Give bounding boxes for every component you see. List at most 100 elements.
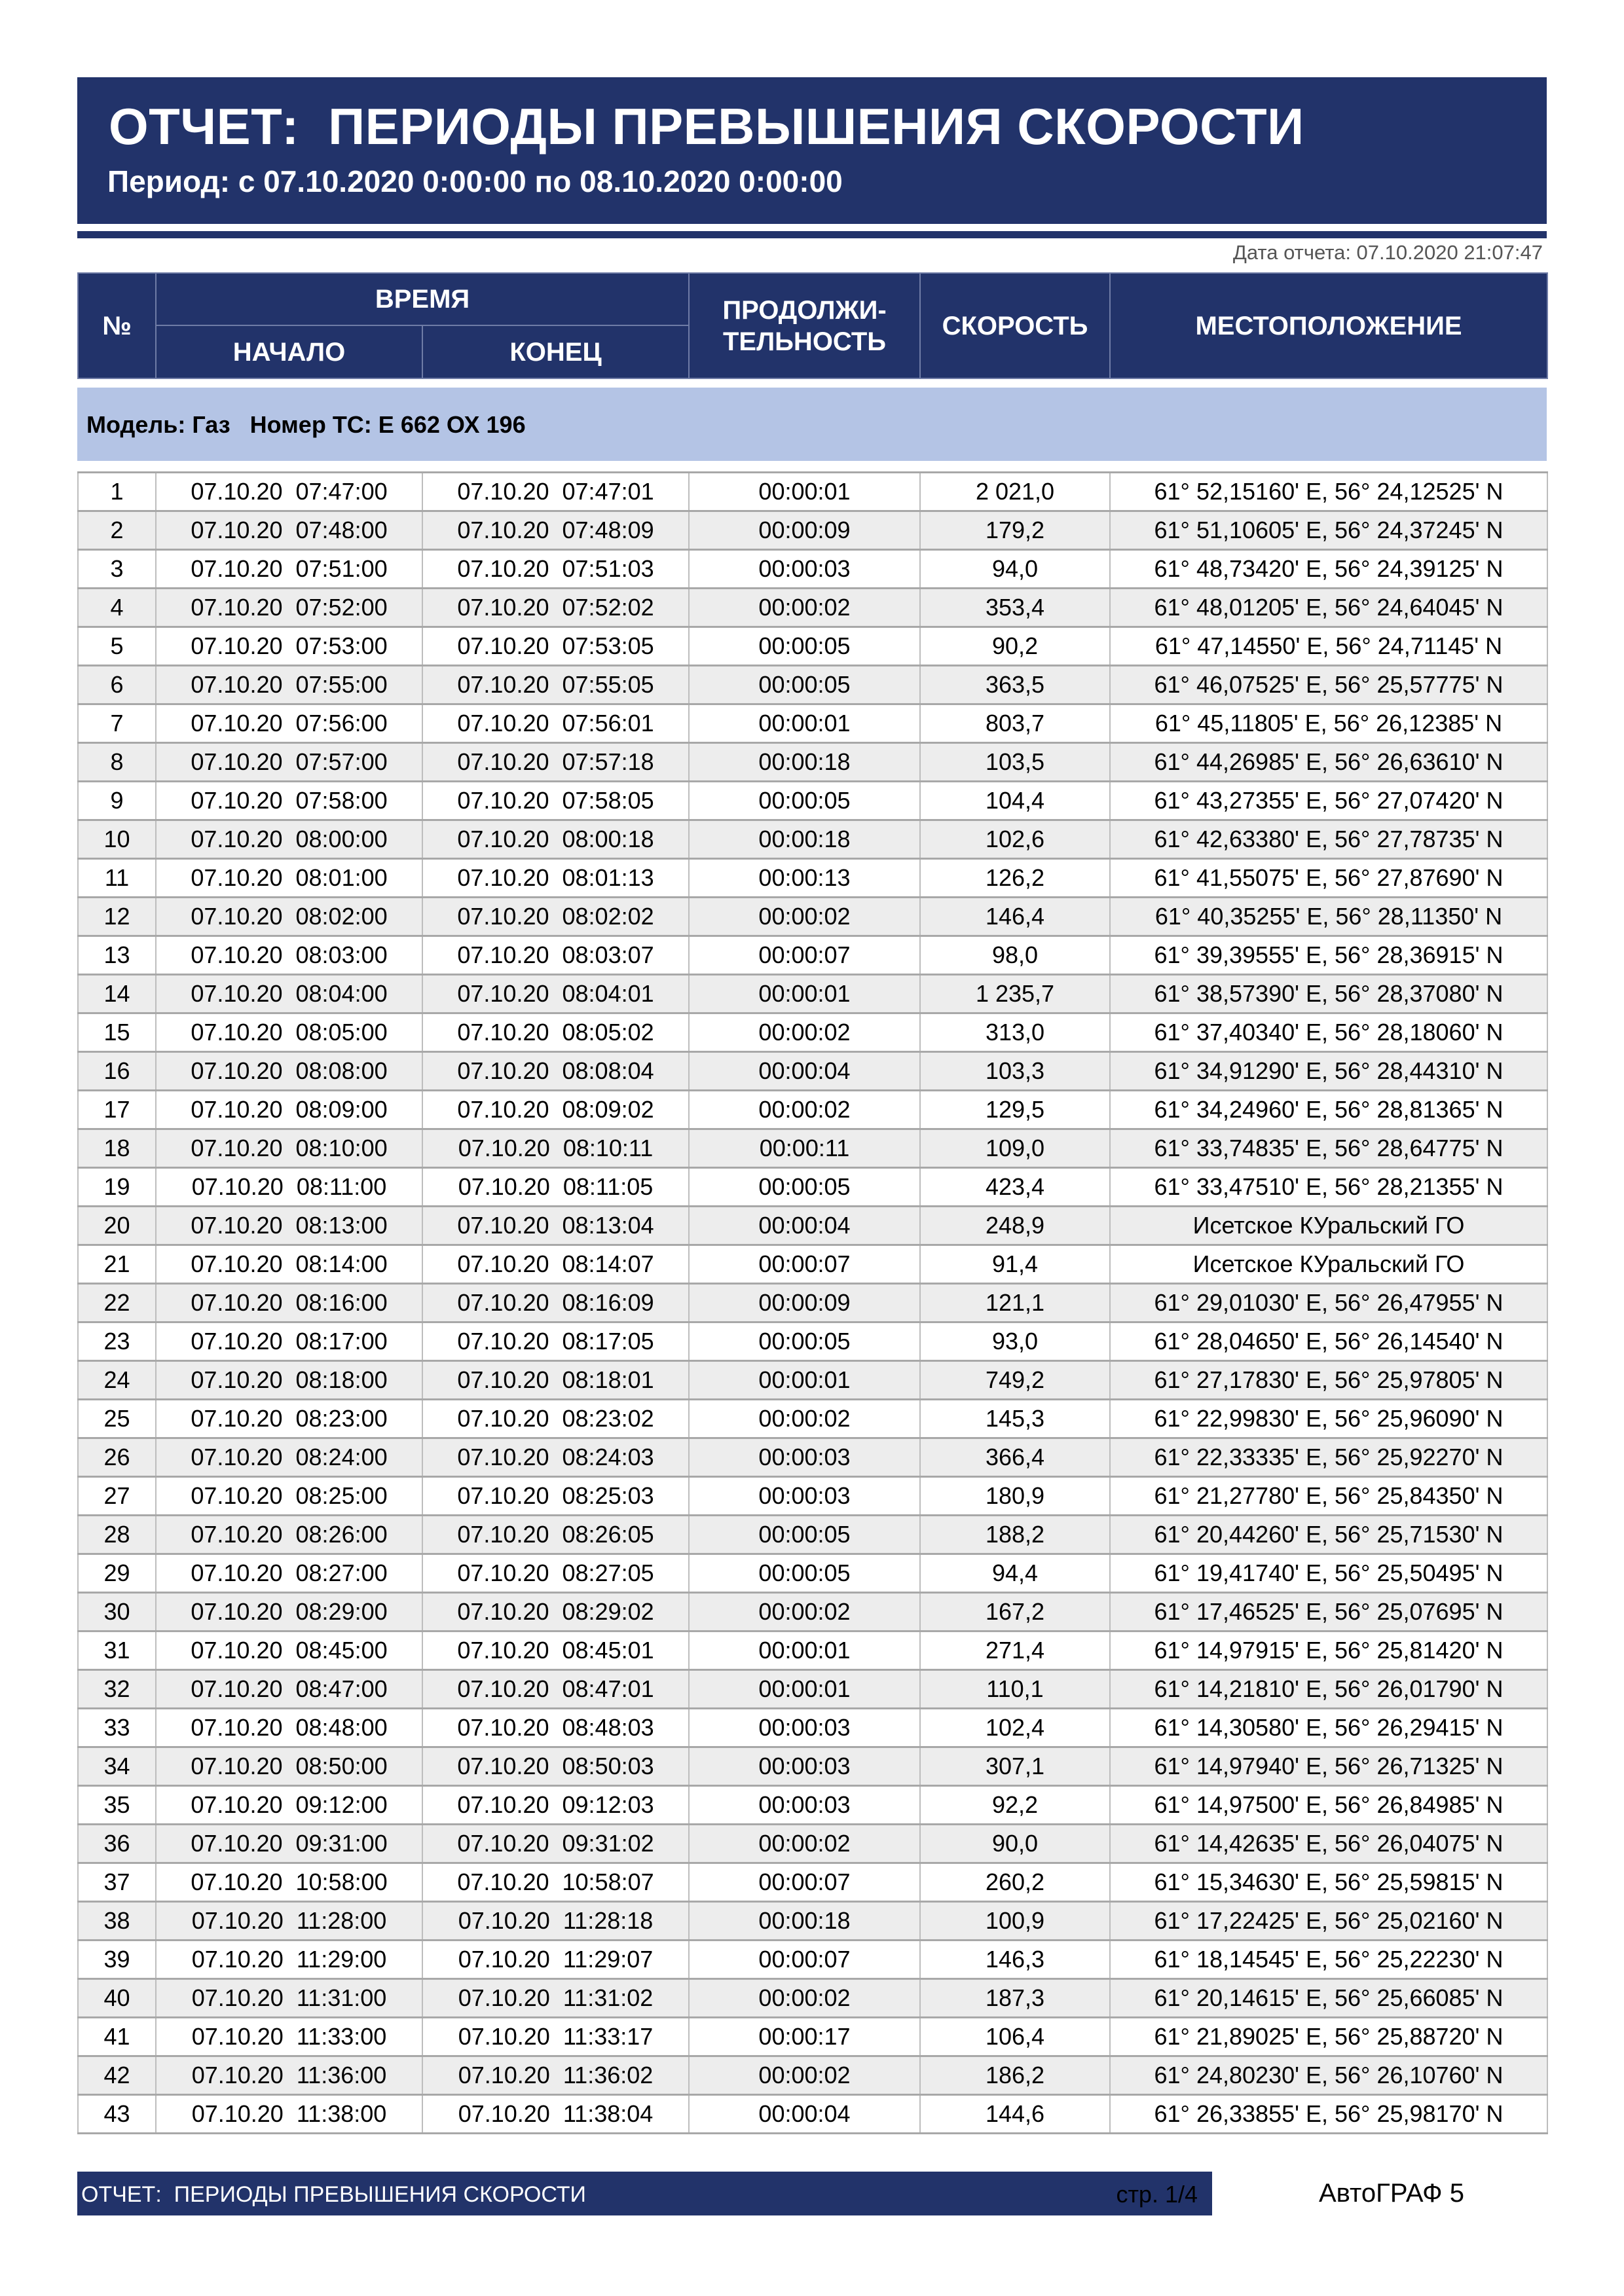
start-time: 07.10.20 08:16:00	[155, 1283, 423, 1322]
start-time: 07.10.20 11:29:00	[155, 1939, 423, 1979]
speed: 94,4	[919, 1553, 1111, 1593]
location: 61° 15,34630' E, 56° 25,59815' N	[1109, 1862, 1548, 1902]
start-time: 07.10.20 08:00:00	[155, 819, 423, 859]
duration: 00:00:02	[688, 1823, 921, 1863]
end-time: 07.10.20 07:53:05	[422, 626, 690, 666]
table-row: 12 07.10.20 08:02:00 07.10.20 08:02:02 00:0…	[77, 896, 1548, 936]
duration: 00:00:03	[688, 1476, 921, 1516]
table-row: 10 07.10.20 08:00:00 07.10.20 08:00:18 00:0…	[77, 819, 1548, 859]
location: Исетское КУральский ГО	[1109, 1244, 1548, 1284]
start-time: 07.10.20 08:18:00	[155, 1360, 423, 1400]
end-time: 07.10.20 08:00:18	[422, 819, 690, 859]
row-number: 4	[77, 587, 157, 627]
location: 61° 17,46525' E, 56° 25,07695' N	[1109, 1592, 1548, 1631]
end-time: 07.10.20 07:51:03	[422, 549, 690, 589]
start-time: 07.10.20 07:57:00	[155, 742, 423, 782]
location: 61° 20,44260' E, 56° 25,71530' N	[1109, 1514, 1548, 1554]
row-number: 13	[77, 935, 157, 975]
end-time: 07.10.20 07:52:02	[422, 587, 690, 627]
table-header: № ВРЕМЯ ПРОДОЛЖИ- ТЕЛЬНОСТЬ СКОРОСТЬ МЕСТ…	[77, 272, 1549, 379]
table-row: 38 07.10.20 11:28:00 07.10.20 11:28:18 00:0…	[77, 1901, 1548, 1941]
location: 61° 18,14545' E, 56° 25,22230' N	[1109, 1939, 1548, 1979]
table-row: 25 07.10.20 08:23:00 07.10.20 08:23:02 00:0…	[77, 1398, 1548, 1438]
end-time: 07.10.20 08:09:02	[422, 1089, 690, 1129]
table-row: 15 07.10.20 08:05:00 07.10.20 08:05:02 00:0…	[77, 1012, 1548, 1052]
footer-title: ОТЧЕТ: ПЕРИОДЫ ПРЕВЫШЕНИЯ СКОРОСТИ	[81, 2182, 586, 2207]
table-row: 32 07.10.20 08:47:00 07.10.20 08:47:01 00:0…	[77, 1669, 1548, 1709]
end-time: 07.10.20 08:16:09	[422, 1283, 690, 1322]
row-number: 31	[77, 1630, 157, 1670]
location: 61° 37,40340' E, 56° 28,18060' N	[1109, 1012, 1548, 1052]
duration: 00:00:01	[688, 1669, 921, 1709]
location: 61° 45,11805' E, 56° 26,12385' N	[1109, 703, 1548, 743]
duration: 00:00:02	[688, 1089, 921, 1129]
end-time: 07.10.20 08:02:02	[422, 896, 690, 936]
speed: 180,9	[919, 1476, 1111, 1516]
row-number: 10	[77, 819, 157, 859]
location: 61° 14,97500' E, 56° 26,84985' N	[1109, 1785, 1548, 1825]
start-time: 07.10.20 08:14:00	[155, 1244, 423, 1284]
speed: 179,2	[919, 510, 1111, 550]
table-row: 18 07.10.20 08:10:00 07.10.20 08:10:11 00:0…	[77, 1128, 1548, 1168]
row-number: 11	[77, 858, 157, 898]
table-row: 3 07.10.20 07:51:00 07.10.20 07:51:03 00:00…	[77, 549, 1548, 589]
end-time: 07.10.20 07:57:18	[422, 742, 690, 782]
table-row: 30 07.10.20 08:29:00 07.10.20 08:29:02 00:0…	[77, 1592, 1548, 1631]
start-time: 07.10.20 08:10:00	[155, 1128, 423, 1168]
table-row: 8 07.10.20 07:57:00 07.10.20 07:57:18 00:00…	[77, 742, 1548, 782]
end-time: 07.10.20 11:38:04	[422, 2094, 690, 2134]
start-time: 07.10.20 11:28:00	[155, 1901, 423, 1941]
speed: 248,9	[919, 1205, 1111, 1245]
duration: 00:00:09	[688, 510, 921, 550]
location: 61° 38,57390' E, 56° 28,37080' N	[1109, 974, 1548, 1013]
row-number: 24	[77, 1360, 157, 1400]
start-time: 07.10.20 07:53:00	[155, 626, 423, 666]
row-number: 27	[77, 1476, 157, 1516]
duration: 00:00:07	[688, 935, 921, 975]
speed: 102,6	[919, 819, 1111, 859]
location: 61° 24,80230' E, 56° 26,10760' N	[1109, 2055, 1548, 2095]
end-time: 07.10.20 08:17:05	[422, 1321, 690, 1361]
row-number: 15	[77, 1012, 157, 1052]
table-row: 28 07.10.20 08:26:00 07.10.20 08:26:05 00:0…	[77, 1514, 1548, 1554]
duration: 00:00:11	[688, 1128, 921, 1168]
row-number: 8	[77, 742, 157, 782]
col-location: МЕСТОПОЛОЖЕНИЕ	[1109, 272, 1549, 379]
table-row: 43 07.10.20 11:38:00 07.10.20 11:38:04 00:0…	[77, 2094, 1548, 2134]
speed: 129,5	[919, 1089, 1111, 1129]
row-number: 16	[77, 1051, 157, 1091]
end-time: 07.10.20 08:25:03	[422, 1476, 690, 1516]
report-period: Период: с 07.10.2020 0:00:00 по 08.10.20…	[107, 164, 843, 198]
row-number: 30	[77, 1592, 157, 1631]
location: 61° 14,97940' E, 56° 26,71325' N	[1109, 1746, 1548, 1786]
row-number: 21	[77, 1244, 157, 1284]
start-time: 07.10.20 08:24:00	[155, 1437, 423, 1477]
location: 61° 14,97915' E, 56° 25,81420' N	[1109, 1630, 1548, 1670]
row-number: 32	[77, 1669, 157, 1709]
row-number: 41	[77, 2016, 157, 2056]
end-time: 07.10.20 07:58:05	[422, 780, 690, 820]
duration: 00:00:02	[688, 1398, 921, 1438]
speed: 2 021,0	[919, 471, 1111, 511]
speed: 91,4	[919, 1244, 1111, 1284]
speed: 363,5	[919, 665, 1111, 704]
table-row: 14 07.10.20 08:04:00 07.10.20 08:04:01 00:0…	[77, 974, 1548, 1013]
table-row: 9 07.10.20 07:58:00 07.10.20 07:58:05 00:00…	[77, 780, 1548, 820]
location: 61° 28,04650' E, 56° 26,14540' N	[1109, 1321, 1548, 1361]
data-table: 1 07.10.20 07:47:00 07.10.20 07:47:01 00:00…	[77, 471, 1548, 2134]
duration: 00:00:09	[688, 1283, 921, 1322]
table-row: 13 07.10.20 08:03:00 07.10.20 08:03:07 00:0…	[77, 935, 1548, 975]
speed: 146,4	[919, 896, 1111, 936]
duration: 00:00:03	[688, 1707, 921, 1747]
speed: 144,6	[919, 2094, 1111, 2134]
duration: 00:00:04	[688, 1051, 921, 1091]
location: 61° 44,26985' E, 56° 26,63610' N	[1109, 742, 1548, 782]
location: 61° 14,42635' E, 56° 26,04075' N	[1109, 1823, 1548, 1863]
table-row: 1 07.10.20 07:47:00 07.10.20 07:47:01 00:00…	[77, 471, 1548, 511]
row-number: 36	[77, 1823, 157, 1863]
row-number: 35	[77, 1785, 157, 1825]
table-row: 16 07.10.20 08:08:00 07.10.20 08:08:04 00:0…	[77, 1051, 1548, 1091]
start-time: 07.10.20 08:05:00	[155, 1012, 423, 1052]
speed: 187,3	[919, 1978, 1111, 2018]
location: 61° 34,24960' E, 56° 28,81365' N	[1109, 1089, 1548, 1129]
